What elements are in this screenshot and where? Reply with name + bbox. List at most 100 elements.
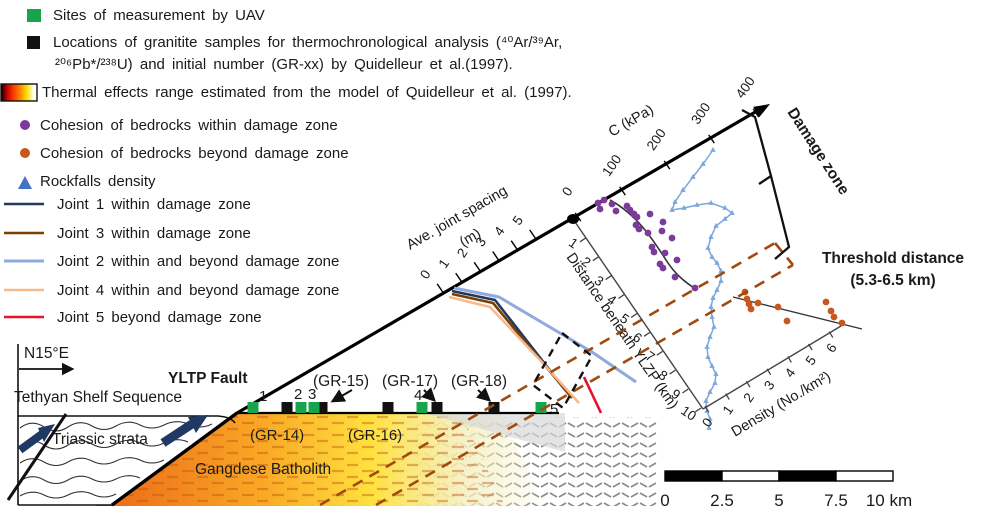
density-axis-tick-label: 1	[720, 403, 737, 418]
left-thrust-line	[6, 413, 68, 501]
distance-axis-tick	[605, 275, 612, 281]
spacing-axis-tick	[436, 283, 444, 293]
measurement-sites	[247, 402, 547, 413]
joint-4-line	[448, 295, 580, 404]
spacing-axis-tick	[473, 261, 481, 271]
rockfall-density-marker	[718, 277, 724, 283]
gr18-arrow	[476, 387, 492, 402]
density-axis-tick	[807, 343, 813, 351]
sample-square	[488, 402, 500, 413]
density-axis-tick-label: 5	[803, 353, 820, 368]
spacing-axis-tick	[510, 240, 518, 250]
cohesion-beyond-point	[830, 313, 838, 321]
density-axis-tick-label: 0	[699, 415, 716, 430]
rockfall-density-marker	[703, 397, 709, 403]
yltp-fault-label: YLTP Fault	[168, 370, 248, 387]
scale-label-2-5: 2.5	[710, 491, 734, 510]
annotation-labels: Damage zone Threshold distance (5.3-6.5 …	[784, 105, 965, 289]
cohesion-within-point	[596, 205, 604, 213]
rockfall-density-marker	[704, 343, 710, 349]
rockfall-density-swatch	[18, 176, 32, 189]
thermal-gradient-swatch	[0, 83, 38, 102]
rockfall-density-marker	[709, 253, 715, 259]
geological-section	[6, 104, 770, 507]
scale-seg-1	[664, 470, 723, 482]
rockfall-density-marker	[708, 303, 714, 309]
cohesion-within-point	[608, 200, 616, 208]
batholith-label: Gangdese Batholith	[195, 461, 331, 478]
rockfall-density-marker	[700, 160, 706, 166]
cohesion-within-point	[661, 249, 669, 257]
site4-label: 4	[414, 387, 422, 404]
sample-square	[281, 402, 293, 413]
scale-label-0: 0	[660, 491, 669, 510]
c-axis-ticks: 0 100 200 300 400	[559, 74, 760, 222]
sample-square	[431, 402, 443, 413]
uav-site-square	[416, 402, 428, 413]
legend-joint1-label: Joint 1 within damage zone	[57, 196, 251, 213]
rockfall-density-marker	[706, 424, 712, 430]
rockfall-density-marker	[708, 199, 714, 205]
rockfall-density-marker	[714, 286, 720, 292]
cohesion-within-point	[659, 264, 667, 272]
distance-axis-tick-label: 10	[678, 403, 699, 424]
rockfall-density-marker	[729, 209, 735, 215]
uav-site-square	[295, 402, 307, 413]
c-axis-tick-label: 400	[733, 74, 758, 101]
scale-label-10km: 10 km	[866, 491, 912, 510]
rockfall-density-marker	[669, 206, 675, 212]
cohesion-beyond-point	[747, 305, 755, 313]
cohesion-within-point	[594, 199, 602, 207]
rockfall-density-curve	[669, 146, 735, 430]
c-axis-tick-label: 200	[644, 126, 669, 153]
rockfall-density-marker	[713, 222, 719, 228]
rockfall-density-marker	[707, 333, 713, 339]
c-axis-tick	[574, 212, 582, 222]
site5-label: 5	[550, 401, 558, 418]
spacing-axis-tick-label: 1	[436, 256, 453, 271]
spacing-axis-tick-label: 5	[510, 213, 527, 228]
rockfall-density-marker	[713, 370, 719, 376]
c-axis-tick-label: 100	[599, 152, 624, 179]
rockfall-density-marker	[712, 379, 718, 385]
rockfall-density-marker	[714, 259, 720, 265]
legend-joint3-label: Joint 3 within damage zone	[57, 225, 251, 242]
sample-arrows	[330, 387, 492, 403]
rockfall-density-marker	[710, 294, 716, 300]
gray-wedge	[424, 413, 565, 452]
rockfall-density-marker	[690, 173, 696, 179]
legend-joint5-label: Joint 5 beyond damage zone	[57, 309, 262, 326]
cohesion-beyond-point	[783, 317, 791, 325]
cohesion-beyond-point	[754, 299, 762, 307]
sample-swatch	[27, 36, 40, 49]
cohesion-within-points	[594, 196, 699, 292]
scale-seg-2	[721, 470, 780, 482]
damage-zone-brace	[741, 108, 791, 260]
cohesion-within-point	[691, 284, 699, 292]
cohesion-within-swatch	[20, 120, 30, 130]
density-axis-tick	[725, 393, 730, 400]
rockfall-density-marker	[709, 362, 715, 368]
dashed-inset-box	[531, 331, 594, 410]
legend-samples-label-line1: Locations of granitite samples for therm…	[53, 34, 562, 51]
legend-joint2-label: Joint 2 within and beyond damage zone	[57, 253, 339, 270]
cohesion-within-point	[668, 234, 676, 242]
distance-axis-tick	[669, 369, 676, 375]
joint-5-line	[582, 376, 603, 414]
section-labels: N15°E Tethyan Shelf Sequence Triassic st…	[14, 345, 558, 478]
c-axis-tick	[619, 186, 626, 196]
c-axis-tick	[708, 134, 715, 144]
triassic-label: Triassic strata	[52, 431, 148, 448]
legend-samples-label-line2: ²⁰⁶Pb*/²³⁸U) and initial number (GR-xx) …	[55, 56, 513, 73]
spacing-axis-tick-label: 4	[491, 223, 508, 238]
uav-site-square	[247, 402, 259, 413]
legend-joint4-label: Joint 4 within and beyond damage zone	[57, 282, 339, 299]
cohesion-within-point	[650, 248, 658, 256]
scale-bar: 0 2.5 5 7.5 10 km	[660, 470, 912, 510]
rockfall-density-marker	[705, 353, 711, 359]
rockfall-density-marker	[710, 146, 716, 152]
scale-seg-4	[835, 470, 894, 482]
spacing-axis-tick	[492, 251, 499, 261]
